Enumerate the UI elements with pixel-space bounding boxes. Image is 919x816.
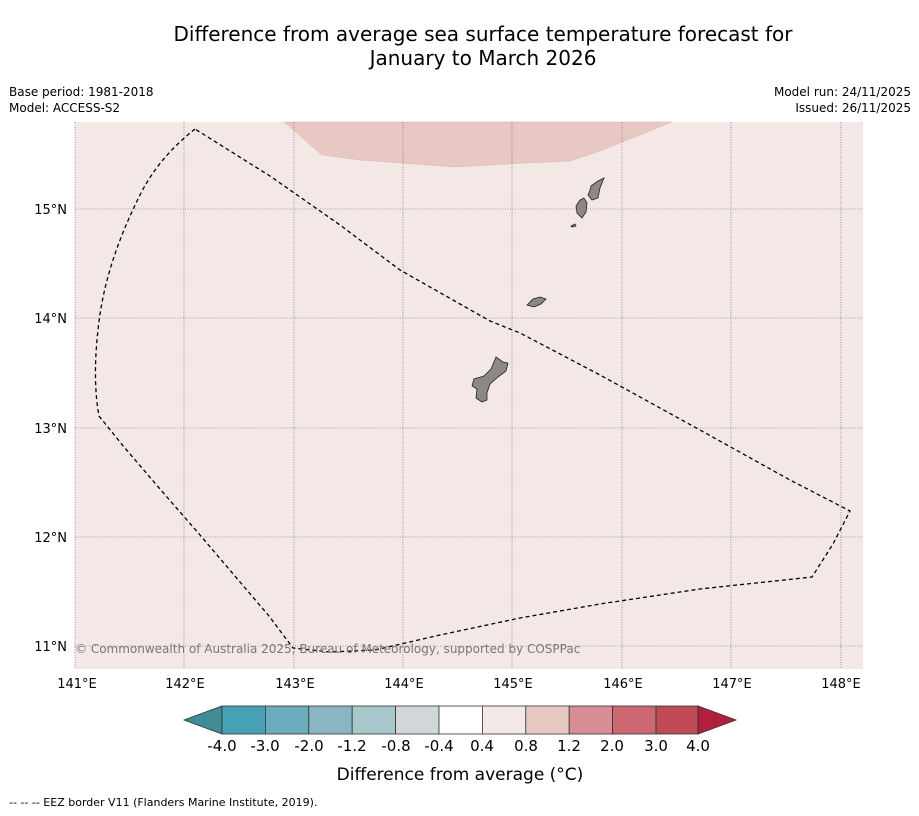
cbar-tick-6: -0.4 — [424, 737, 453, 755]
lat-label-11: 11°N — [34, 640, 67, 655]
cbar-tick-12: 4.0 — [686, 737, 710, 755]
lon-label-147: 147°E — [712, 677, 752, 692]
copyright-notice: © Commonwealth of Australia 2025, Bureau… — [75, 642, 580, 656]
eez-border — [94, 128, 851, 653]
colorbar-segment-under — [182, 705, 223, 735]
graticule — [74, 122, 863, 669]
anomaly-patch — [283, 121, 673, 168]
colorbar-segment-3 — [308, 705, 353, 735]
saipan-island — [587, 177, 605, 201]
lon-label-144: 144°E — [384, 677, 424, 692]
model-name: Model: ACCESS-S2 — [9, 101, 121, 115]
colorbar-segment-10 — [612, 705, 657, 735]
lon-label-145: 145°E — [493, 677, 533, 692]
lon-label-146: 146°E — [603, 677, 643, 692]
colorbar-label: Difference from average (°C) — [337, 765, 584, 785]
lon-label-141: 141°E — [57, 677, 97, 692]
issued-date: Issued: 26/11/2025 — [795, 101, 911, 115]
map-background — [75, 122, 863, 669]
base-period: Base period: 1981-2018 — [9, 85, 154, 99]
lat-label-15: 15°N — [34, 203, 67, 218]
cbar-tick-1: -4.0 — [207, 737, 236, 755]
colorbar-segment-6 — [438, 705, 483, 735]
colorbar-segment-7 — [481, 705, 527, 735]
colorbar-segment-1 — [221, 705, 266, 735]
lat-label-13: 13°N — [34, 422, 67, 437]
colorbar — [182, 705, 738, 735]
cbar-tick-9: 1.2 — [557, 737, 581, 755]
lon-label-143: 143°E — [275, 677, 315, 692]
rota-island — [526, 296, 547, 308]
title-line-1: Difference from average sea surface temp… — [173, 22, 793, 46]
eez-legend-note: -- -- -- EEZ border V11 (Flanders Marine… — [9, 796, 318, 809]
cbar-tick-10: 2.0 — [600, 737, 624, 755]
cbar-tick-11: 3.0 — [644, 737, 668, 755]
colorbar-segment-over — [697, 705, 738, 735]
lon-label-148: 148°E — [821, 677, 861, 692]
map-title: Difference from average sea surface temp… — [0, 22, 919, 70]
colorbar-segment-11 — [655, 705, 699, 735]
meta-left: Base period: 1981-2018 Model: ACCESS-S2 — [9, 84, 154, 116]
tinian-island — [575, 197, 588, 219]
cbar-tick-8: 0.8 — [514, 737, 538, 755]
meta-right: Model run: 24/11/2025 Issued: 26/11/2025 — [774, 84, 911, 116]
cbar-tick-7: 0.4 — [470, 737, 494, 755]
lat-label-14: 14°N — [34, 312, 67, 327]
guam-island — [471, 356, 509, 403]
lon-label-142: 142°E — [165, 677, 205, 692]
lat-label-12: 12°N — [34, 531, 67, 546]
model-run: Model run: 24/11/2025 — [773, 85, 911, 99]
cbar-tick-3: -2.0 — [294, 737, 323, 755]
colorbar-segment-8 — [525, 705, 570, 735]
colorbar-segment-4 — [351, 705, 397, 735]
title-line-2: January to March 2026 — [369, 46, 597, 70]
colorbar-segment-9 — [568, 705, 614, 735]
aguijan-island — [570, 223, 577, 228]
cbar-tick-4: -1.2 — [337, 737, 366, 755]
cbar-tick-5: -0.8 — [381, 737, 410, 755]
cbar-tick-2: -3.0 — [250, 737, 279, 755]
colorbar-segment-5 — [395, 705, 440, 735]
colorbar-segment-2 — [264, 705, 310, 735]
